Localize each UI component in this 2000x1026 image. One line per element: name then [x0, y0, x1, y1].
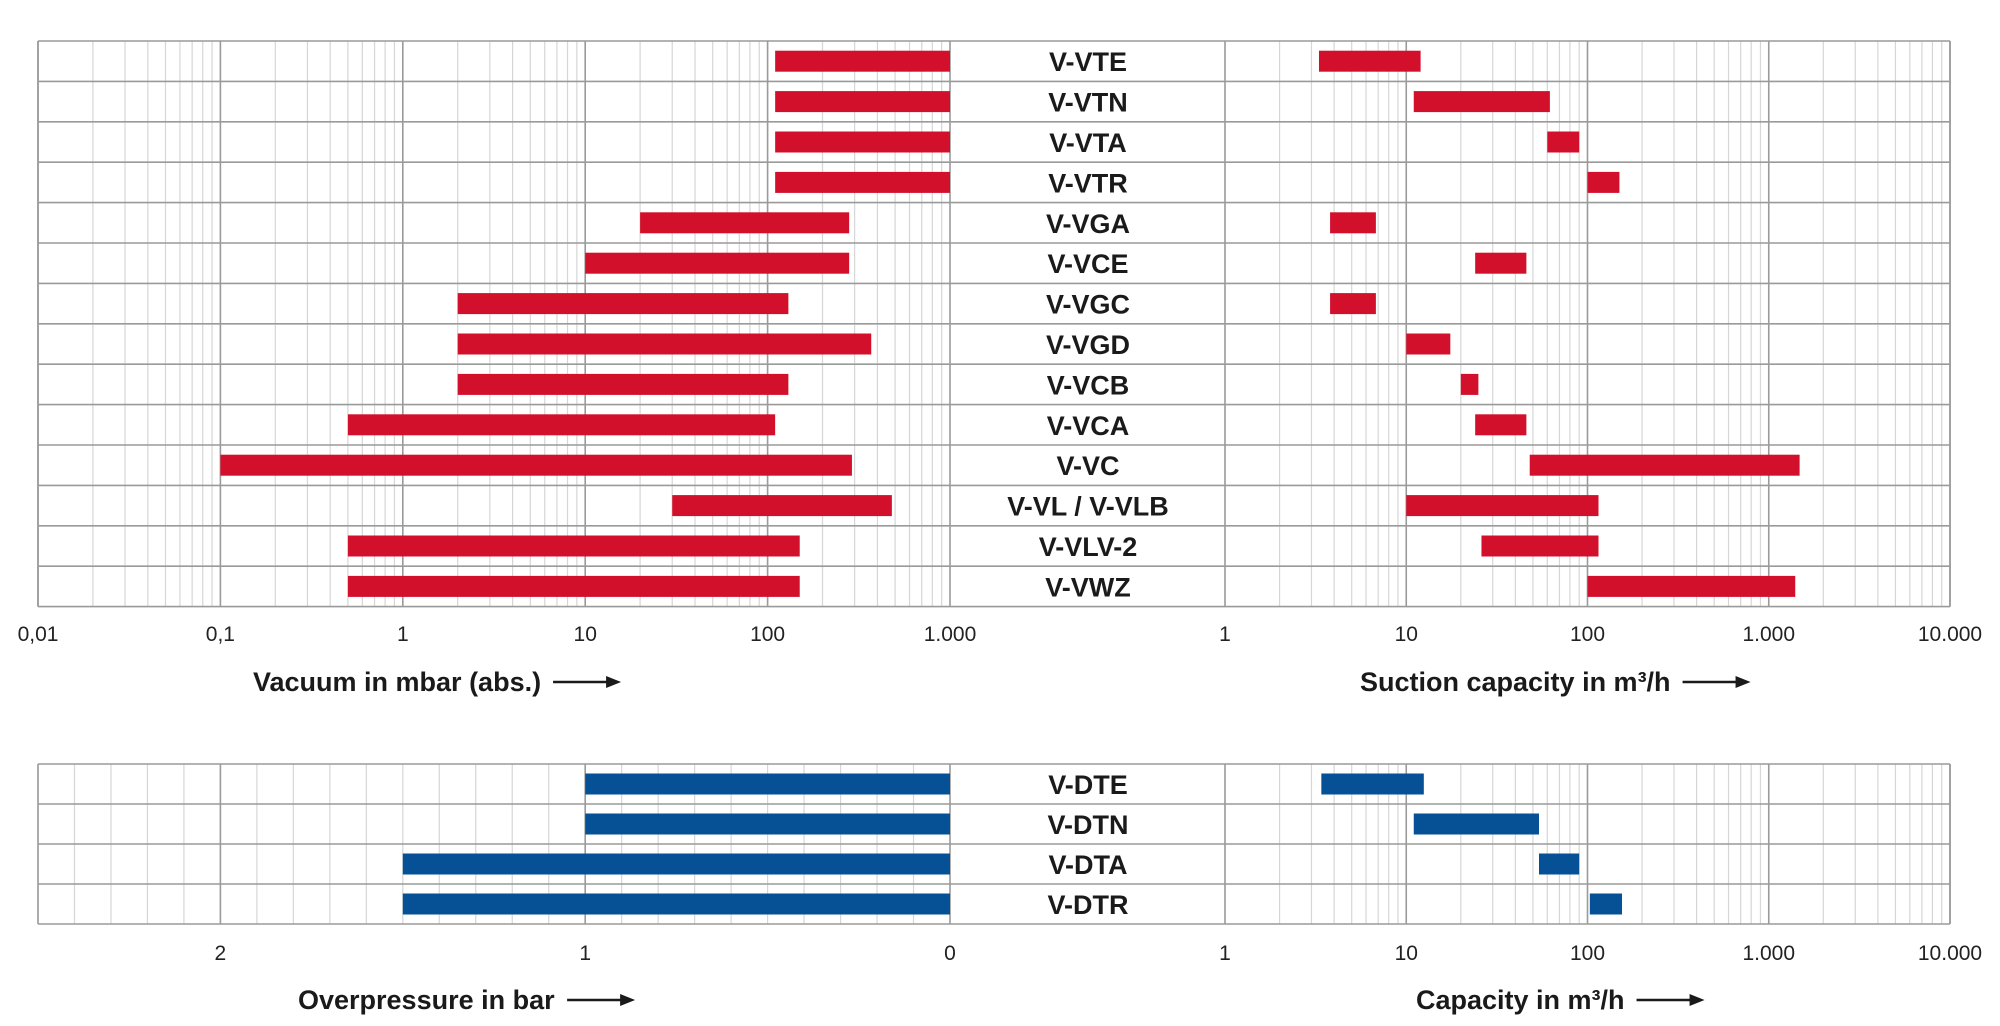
capacity-tick-label: 1 — [1219, 942, 1231, 965]
overpressure-bars — [402, 773, 950, 915]
vacuum-model-label: V-VC — [1056, 451, 1119, 481]
vacuum-tick-label: 1.000 — [924, 623, 977, 646]
overpressure-axis-title: Overpressure in bar — [298, 985, 555, 1015]
vacuum-model-label: V-VTA — [1049, 128, 1127, 158]
capacity-tick-label: 1.000 — [1742, 942, 1795, 965]
suction-bar — [1330, 293, 1376, 315]
vacuum-tick-label: 10 — [574, 623, 597, 646]
vacuum-model-label: V-VTE — [1049, 47, 1127, 77]
vacuum-tick-label: 0,01 — [18, 623, 59, 646]
vacuum-bar — [457, 333, 872, 355]
capacity-bars — [1321, 773, 1622, 915]
pressure-model-label: V-DTE — [1048, 770, 1128, 800]
overpressure-tick-labels: 2 1 0 — [215, 942, 956, 965]
suction-bar — [1330, 212, 1376, 234]
suction-bar — [1547, 131, 1580, 153]
vacuum-model-label: V-VGA — [1046, 209, 1130, 239]
suction-bar — [1406, 495, 1599, 517]
suction-bar — [1318, 50, 1421, 72]
vacuum-bar — [672, 495, 892, 517]
overpressure-bar — [402, 853, 950, 875]
vacuum-tick-label: 100 — [750, 623, 785, 646]
vacuum-model-label: V-VCA — [1047, 411, 1130, 441]
vacuum-bar — [640, 212, 850, 234]
vacuum-tick-labels: 0,01 0,1 1 10 100 1.000 — [18, 623, 977, 646]
overpressure-tick-label: 1 — [579, 942, 591, 965]
vacuum-axis-title: Vacuum in mbar (abs.) — [253, 667, 541, 697]
suction-bar — [1475, 252, 1527, 274]
vacuum-tick-label: 1 — [397, 623, 409, 646]
suction-bars — [1318, 50, 1800, 597]
suction-axis-title: Suction capacity in m³/h — [1360, 667, 1671, 697]
suction-bar — [1413, 91, 1550, 113]
vacuum-bar — [775, 50, 950, 72]
vacuum-bar — [347, 535, 800, 557]
vacuum-model-label: V-VCB — [1047, 370, 1130, 400]
vacuum-model-label: V-VTR — [1048, 168, 1128, 198]
vacuum-model-label: V-VL / V-VLB — [1007, 492, 1169, 522]
suction-tick-label: 1.000 — [1742, 623, 1795, 646]
capacity-tick-label: 10 — [1395, 942, 1418, 965]
vacuum-tick-label: 0,1 — [206, 623, 235, 646]
suction-bar — [1587, 575, 1796, 597]
vacuum-bar — [220, 454, 852, 476]
vacuum-bar — [457, 373, 789, 395]
suction-bar — [1460, 373, 1479, 395]
capacity-bar — [1589, 893, 1622, 915]
overpressure-axis-arrow-head-icon — [620, 994, 636, 1006]
pressure-model-label: V-DTA — [1049, 850, 1128, 880]
vacuum-model-label: V-VGC — [1046, 290, 1130, 320]
vacuum-bar — [775, 131, 950, 153]
capacity-bar — [1538, 853, 1580, 875]
suction-tick-label: 10.000 — [1918, 623, 1982, 646]
vacuum-bar — [775, 91, 950, 113]
suction-tick-label: 1 — [1219, 623, 1231, 646]
vacuum-bar — [775, 171, 950, 193]
suction-bar — [1481, 535, 1599, 557]
capacity-bar — [1321, 773, 1424, 795]
vacuum-model-label: V-VWZ — [1045, 572, 1131, 602]
capacity-axis-arrow-head-icon — [1689, 994, 1705, 1006]
suction-bar — [1406, 333, 1451, 355]
pressure-model-label: V-DTN — [1048, 810, 1129, 840]
vacuum-model-label: V-VTN — [1048, 88, 1128, 118]
vacuum-model-label: V-VCE — [1047, 249, 1128, 279]
overpressure-bar — [585, 813, 950, 835]
capacity-bar — [1413, 813, 1539, 835]
pressure-model-labels: V-DTE V-DTN V-DTA V-DTR — [1048, 770, 1129, 920]
suction-bar — [1475, 414, 1527, 436]
overpressure-tick-label: 0 — [944, 942, 956, 965]
suction-bar — [1587, 171, 1620, 193]
vacuum-section-row-lines — [37, 40, 1951, 608]
vacuum-bars — [220, 50, 950, 597]
suction-tick-label: 10 — [1395, 623, 1418, 646]
vacuum-model-label: V-VLV-2 — [1039, 532, 1138, 562]
capacity-tick-label: 100 — [1570, 942, 1605, 965]
vacuum-bar — [347, 414, 776, 436]
vacuum-model-label: V-VGD — [1046, 330, 1130, 360]
suction-bar — [1529, 454, 1800, 476]
capacity-tick-labels: 1 10 100 1.000 10.000 — [1219, 942, 1982, 965]
suction-axis-arrow-head-icon — [1735, 676, 1751, 688]
overpressure-bar — [402, 893, 950, 915]
suction-tick-label: 100 — [1570, 623, 1605, 646]
vacuum-bar — [585, 252, 850, 274]
pressure-model-label: V-DTR — [1048, 890, 1129, 920]
capacity-axis-title: Capacity in m³/h — [1416, 985, 1625, 1015]
vacuum-model-labels: V-VTE V-VTN V-VTA V-VTR V-VGA V-VCE V-VGC V-VGD… — [1007, 47, 1169, 602]
suction-tick-labels: 1 10 100 1.000 10.000 — [1219, 623, 1982, 646]
capacity-tick-label: 10.000 — [1918, 942, 1982, 965]
pressure-section-row-lines — [37, 763, 1951, 925]
vacuum-bar — [347, 575, 800, 597]
overpressure-tick-label: 2 — [215, 942, 227, 965]
vacuum-axis-arrow-head-icon — [606, 676, 622, 688]
overpressure-bar — [585, 773, 950, 795]
vacuum-bar — [457, 293, 789, 315]
